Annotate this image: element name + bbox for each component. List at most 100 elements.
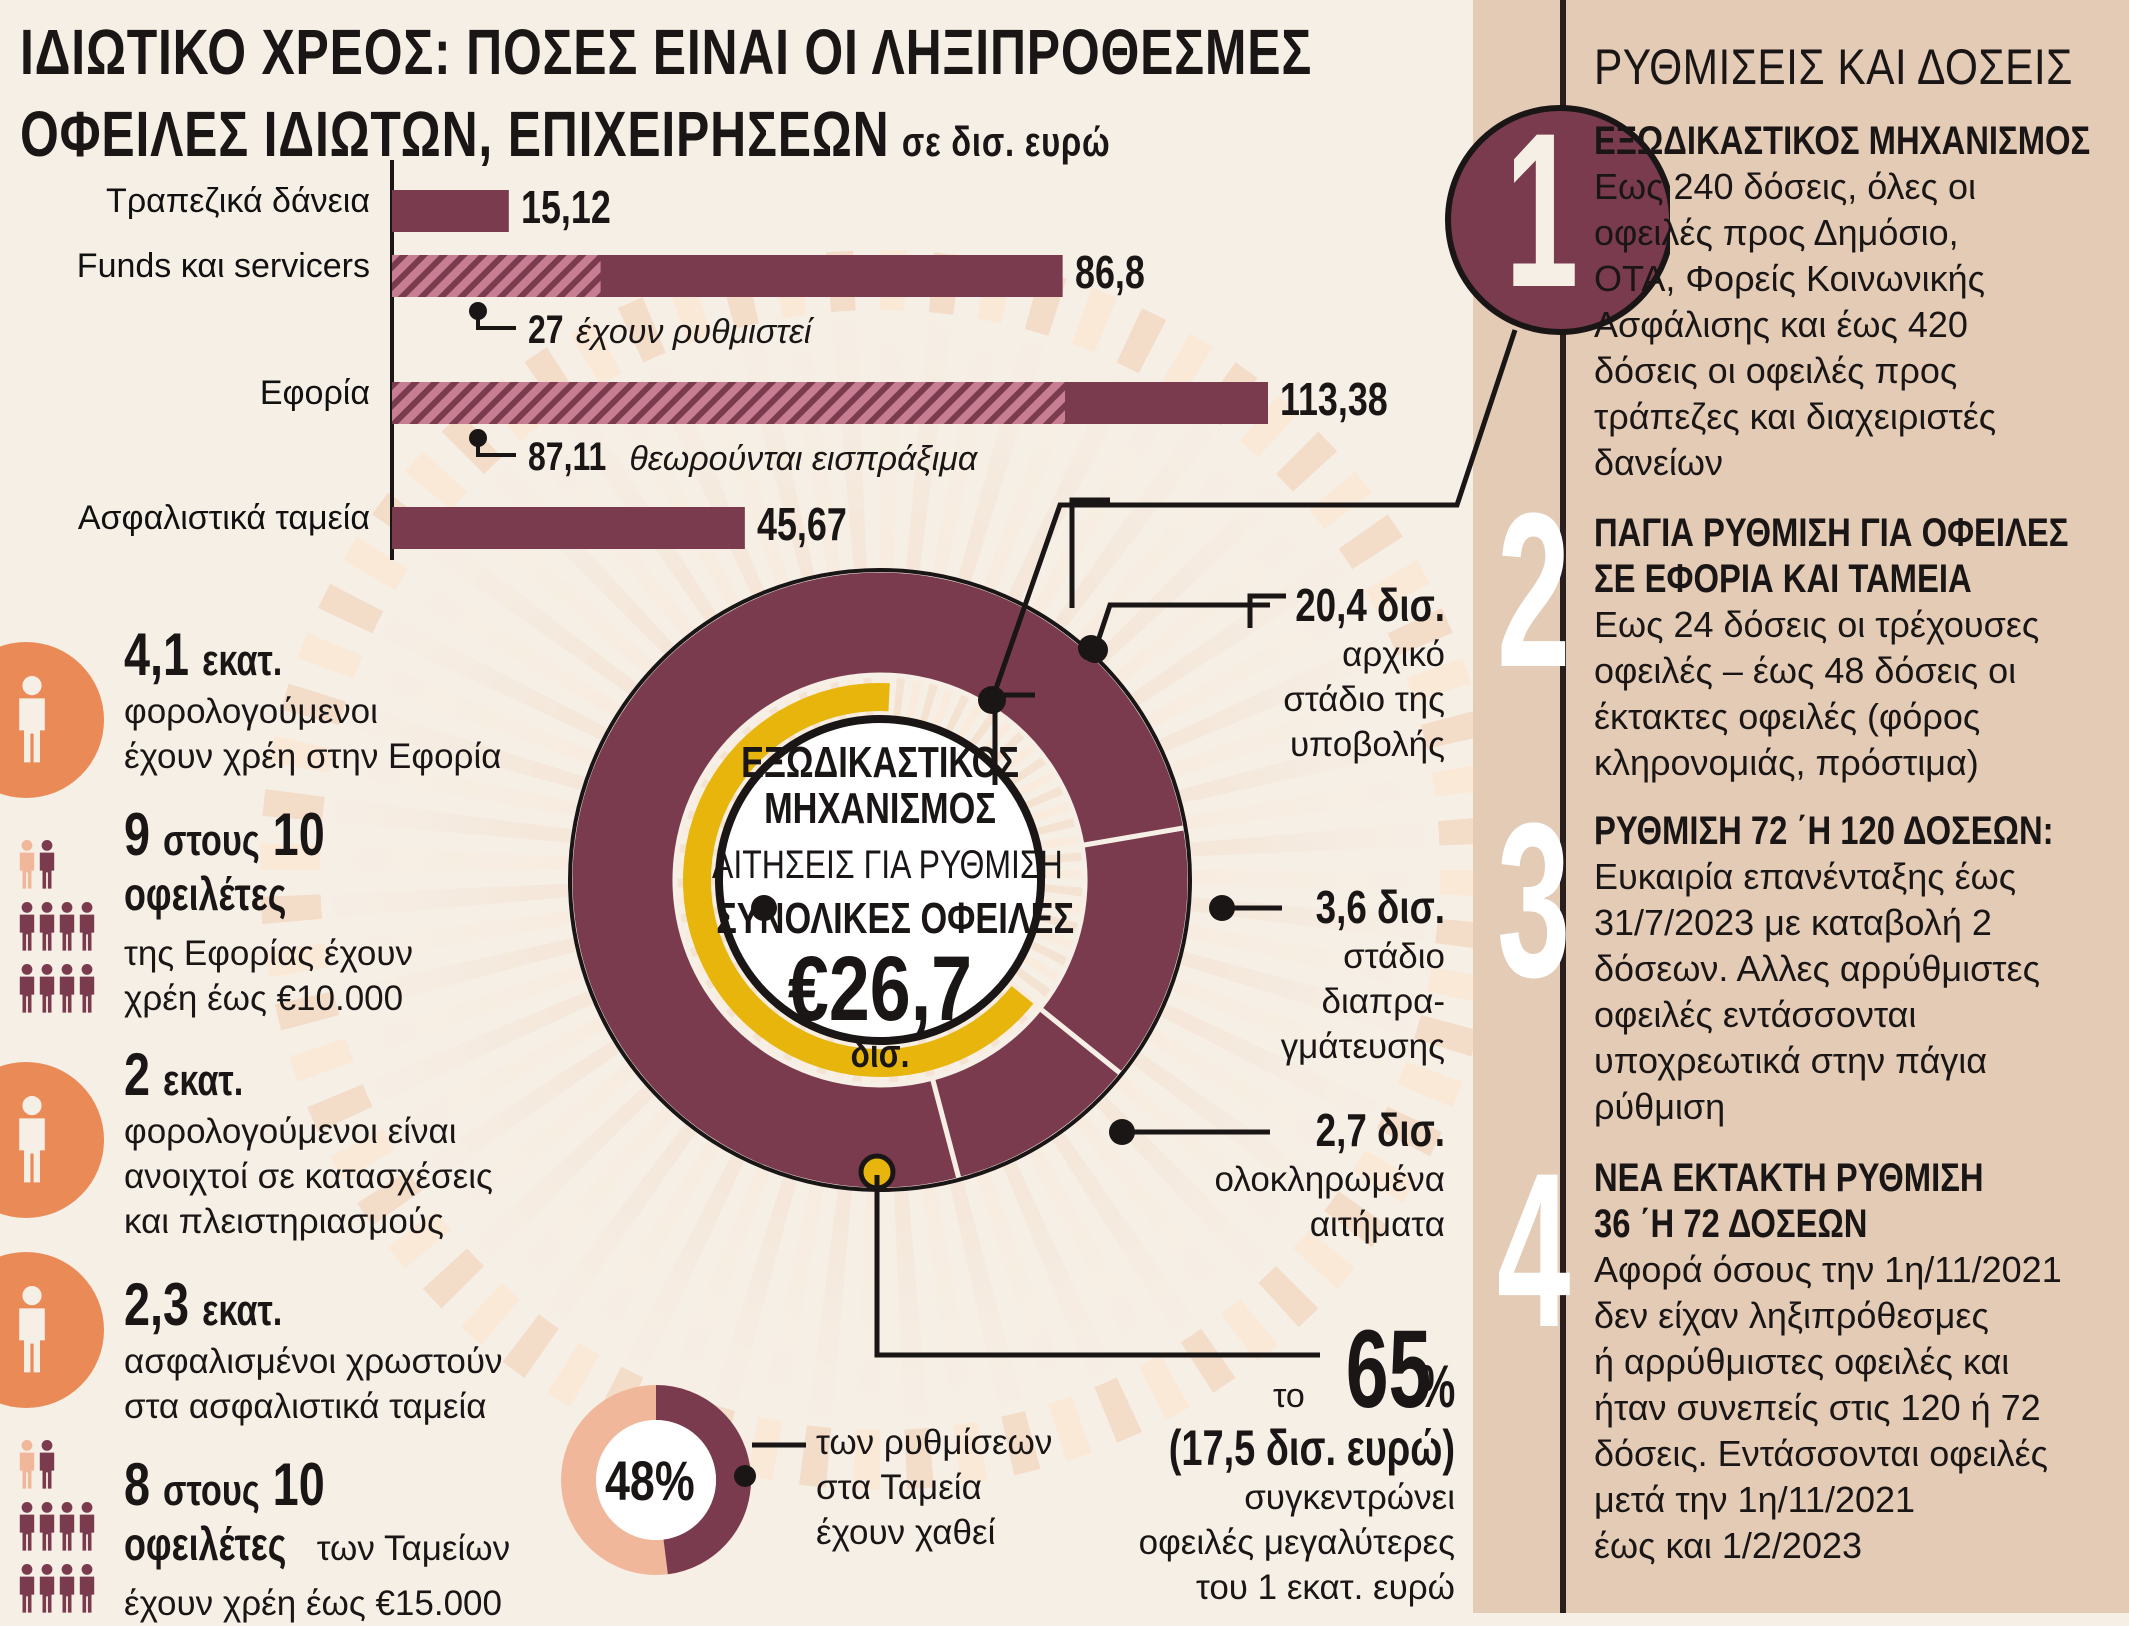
small-donut-center <box>596 1420 716 1540</box>
right-item-text: ήταν συνεπείς στις 120 ή 72 <box>1594 1387 2041 1428</box>
people-grid-icon <box>79 964 95 1013</box>
stat-circle <box>0 1252 104 1408</box>
person-icon <box>19 676 45 763</box>
item-number-2: 2 <box>1497 467 1571 713</box>
stat-number: 2,3 <box>124 1271 190 1338</box>
item1-badge <box>1445 105 1670 335</box>
stat-line: οφειλέτες των Ταμείων <box>124 1519 510 1581</box>
right-item-text: οφειλές προς Δημόσιο, <box>1594 212 1959 253</box>
donut-annotation-text: στάδιο <box>1343 937 1445 976</box>
stat-headline: 9 στους 10 <box>124 800 349 869</box>
right-item-text: οφειλές εντάσσονται <box>1594 994 1917 1035</box>
bar-category-label: Ασφαλιστικά ταμεία <box>77 499 370 537</box>
right-item-text: δανείων <box>1594 442 1724 483</box>
bar-note-text: θεωρούνται εισπράξιμα <box>629 440 978 478</box>
stats-icons <box>0 642 104 1613</box>
bar-note-value: 87,11 <box>528 435 607 479</box>
bar-note: 87,11 θεωρούνται εισπράξιμα <box>528 435 977 480</box>
donut-chart <box>567 567 1193 1193</box>
right-item-text: 31/7/2023 με καταβολή 2 <box>1594 902 1992 943</box>
stat-headline: 2,3 εκατ. <box>124 1270 419 1339</box>
stat-number2: 10 <box>272 1451 325 1518</box>
right-panel-divider <box>1560 0 1566 1613</box>
people-grid-icon <box>79 1502 95 1551</box>
donut-center-disc <box>715 715 1045 1045</box>
bar-chart <box>390 160 1268 560</box>
right-panel-title: ΡΥΘΜΙΣΕΙΣ ΚΑΙ ΔΟΣΕΙΣ <box>1594 39 2073 95</box>
stat-block: 2,3 εκατ. ασφαλισμένοι χρωστούν στα ασφαλι… <box>124 1270 503 1429</box>
right-item: ΡΥΘΜΙΣΗ 72 ΄Η 120 ΔΟΣΕΩΝ: Ευκαιρία επανέν… <box>1594 808 2114 1130</box>
right-item-text: δόσεων. Αλλες αρρύθμιστες <box>1594 948 2040 989</box>
right-item-text: δόσεις οι οφειλές προς <box>1594 350 1958 391</box>
donut-annotation-value: 2,7 δισ. <box>1315 1104 1445 1156</box>
people-grid-icon <box>19 964 35 1013</box>
right-item-text: μετά την 1η/11/2021 <box>1594 1479 1916 1520</box>
people-grid-icon <box>59 902 75 951</box>
item-number-3: 3 <box>1497 777 1571 1023</box>
note-dot <box>469 302 487 320</box>
right-item-text: Εως 24 δόσεις οι τρέχουσες <box>1594 604 2040 645</box>
stat-bold: οφειλέτες <box>124 1518 287 1570</box>
people-grid-icon <box>39 964 55 1013</box>
right-item-text: τράπεζες και διαχειριστές <box>1594 396 1997 437</box>
donut-annotation-value: 3,6 δισ. <box>1315 881 1445 933</box>
stat-headline: 2 εκατ. <box>124 1040 412 1109</box>
donut-annotation: 20,4 δισ. αρχικό στάδιο της υποβολής <box>1060 578 1445 767</box>
bar-value-label: 45,67 <box>756 498 847 550</box>
person-icon <box>19 1286 45 1373</box>
small-donut-dot <box>734 1465 756 1487</box>
stat-headline: 8 στους 10 <box>124 1450 425 1519</box>
right-item-heading: ΣΕ ΕΦΟΡΙΑ ΚΑΙ ΤΑΜΕΙΑ <box>1594 557 1972 601</box>
stat-unit: εκατ. <box>163 1056 244 1105</box>
stat-number: 8 <box>124 1451 151 1518</box>
share65-line1: συγκεντρώνει <box>1244 1478 1455 1517</box>
stat-text: της Εφορίας έχουν <box>124 934 414 973</box>
people-grid-icon <box>19 1564 35 1613</box>
bar <box>392 507 745 549</box>
small-donut-label: 48% <box>605 1449 695 1512</box>
stat-text: ασφαλισμένοι χρωστούν <box>124 1342 503 1381</box>
right-item-text: Ασφάλισης και έως 420 <box>1594 304 1968 345</box>
small-donut-chart <box>561 1385 756 1575</box>
people-grid-icon <box>19 1502 35 1551</box>
donut-annotation: 2,7 δισ. ολοκληρωμένα αιτήματα <box>1060 1103 1445 1247</box>
people-grid-icon <box>79 1564 95 1613</box>
people-grid-icon <box>79 902 95 951</box>
stat-text: και πλειστηριασμούς <box>124 1202 444 1241</box>
right-item: ΠΑΓΙΑ ΡΥΘΜΙΣΗ ΓΙΑ ΟΦΕΙΛΕΣ ΣΕ ΕΦΟΡΙΑ ΚΑΙ Τ… <box>1594 510 2114 786</box>
donut-annotation-value: 20,4 δισ. <box>1295 579 1445 631</box>
right-item-text: έως και 1/2/2023 <box>1594 1525 1863 1566</box>
bar-hatched-portion <box>392 255 601 297</box>
people-grid-icon <box>39 1564 55 1613</box>
page-title-line2: ΟΦΕΙΛΕΣ ΙΔΙΩΤΩΝ, ΕΠΙΧΕΙΡΗΣΕΩΝ σε δισ. ευρ… <box>20 100 1110 176</box>
donut-annotation-text: διαπρα- <box>1321 982 1445 1021</box>
bar-category-label: Εφορία <box>259 374 370 412</box>
donut-inner-arc <box>683 683 1034 1077</box>
right-item-text: δόσεις. Εντάσσονται οφειλές <box>1594 1433 2049 1474</box>
stat-number: 9 <box>124 801 151 868</box>
share65-value: 65 <box>1345 1308 1432 1431</box>
small-donut-slice <box>655 1385 751 1575</box>
people-grid-icon <box>39 840 55 889</box>
people-grid-icon <box>59 1502 75 1551</box>
stat-tail: των Ταμείων <box>316 1529 511 1568</box>
bar-note-text: έχουν ρυθμιστεί <box>575 313 812 351</box>
right-item-heading: 36 ΄Η 72 ΔΟΣΕΩΝ <box>1594 1202 1868 1246</box>
right-item-text: οφειλές – έως 48 δόσεις οι <box>1594 650 2017 691</box>
people-grid-icon <box>59 1564 75 1613</box>
stat-bold: οφειλέτες <box>124 868 287 920</box>
share65-amount: (17,5 δισ. ευρώ) <box>1168 1420 1455 1476</box>
right-item-text: Αφορά όσους την 1η/11/2021 <box>1594 1249 2062 1290</box>
stat-block: 9 στους 10 οφειλέτες της Εφορίας έχουν χρέη… <box>124 800 413 1021</box>
bar-note-value: 27 <box>528 308 564 352</box>
stat-block: 2 εκατ. φορολογούμενοι είναι ανοιχτοί σε κ… <box>124 1040 493 1244</box>
donut-annotation-text: υποβολής <box>1289 725 1445 764</box>
donut-marker <box>858 1153 896 1191</box>
stat-number2: 10 <box>272 801 325 868</box>
page-title-line1: ΙΔΙΩΤΙΚΟ ΧΡΕΟΣ: ΠΟΣΕΣ ΕΙΝΑΙ ΟΙ ΛΗΞΙΠΡΟΘΕ… <box>20 16 1313 88</box>
stat-mid: στους <box>163 1466 260 1515</box>
people-grid-icon <box>39 1502 55 1551</box>
bar-value-label: 86,8 <box>1074 246 1145 298</box>
page-title-line2-text: ΟΦΕΙΛΕΣ ΙΔΙΩΤΩΝ, ΕΠΙΧΕΙΡΗΣΕΩΝ <box>20 98 890 170</box>
stat-block: 4,1 εκατ. φορολογούμενοι έχουν χρέη στην Ε… <box>124 620 501 779</box>
